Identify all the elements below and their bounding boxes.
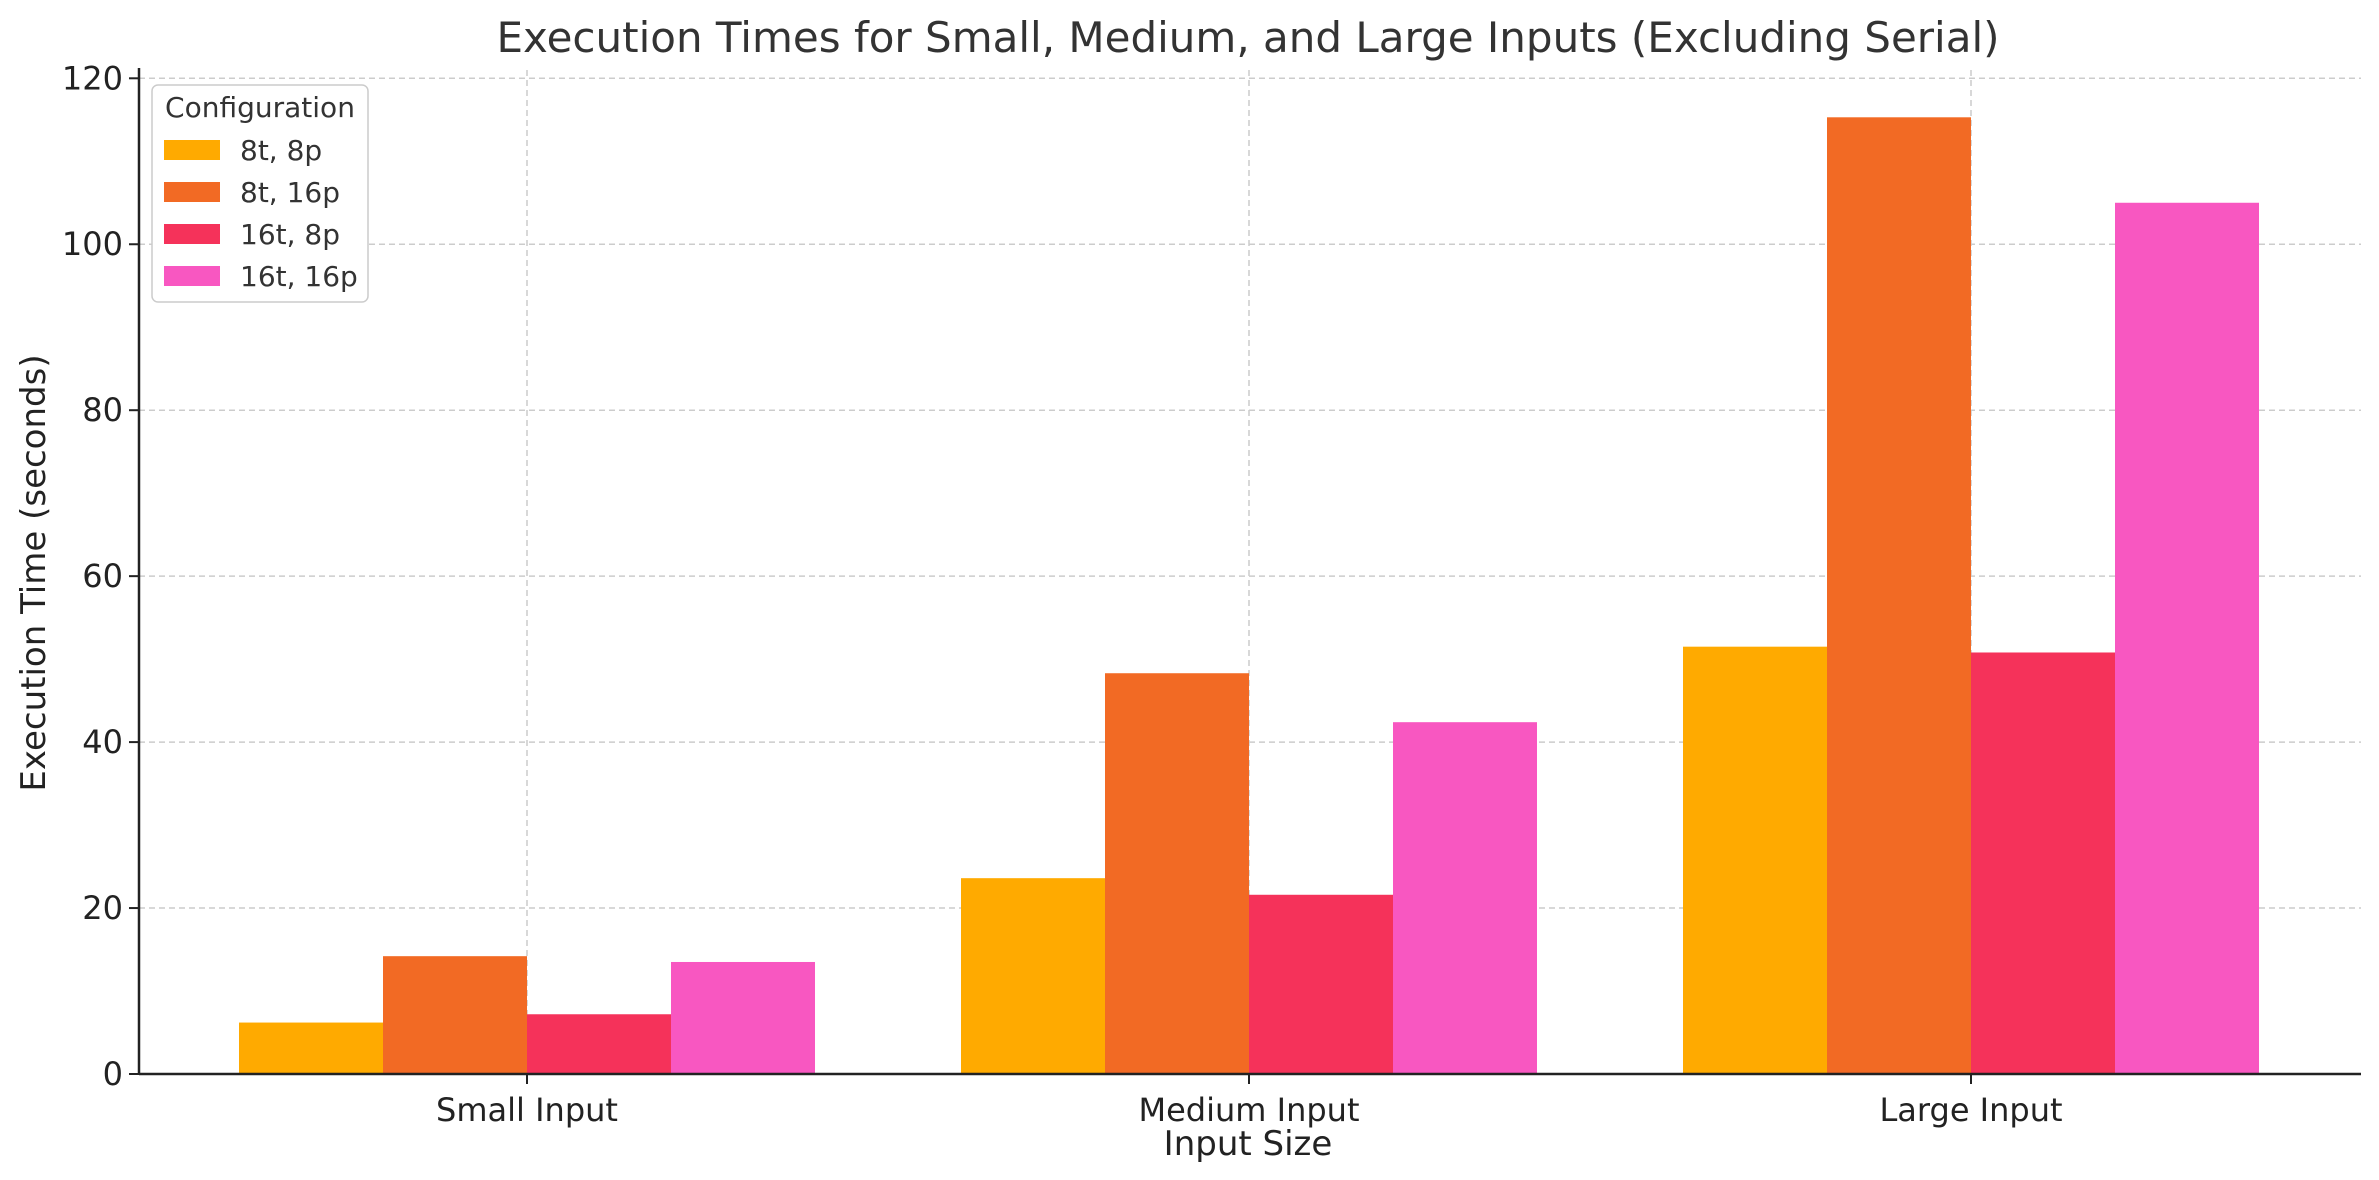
y-tick-labels: 0 20 40 60 80 100 120 bbox=[62, 59, 123, 1093]
bar-8t-8p-medium-input bbox=[961, 878, 1105, 1074]
bar-16t-16p-large-input bbox=[2115, 202, 2259, 1075]
legend-swatch bbox=[164, 266, 220, 286]
y-tick-label: 60 bbox=[82, 557, 123, 595]
legend-swatch bbox=[164, 224, 220, 244]
y-tick-label: 0 bbox=[103, 1055, 123, 1093]
axes bbox=[129, 68, 2361, 1084]
bar-8t-16p-small-input bbox=[383, 956, 527, 1074]
legend-title: Configuration bbox=[165, 91, 355, 124]
bars bbox=[239, 117, 2259, 1075]
y-tick-label: 120 bbox=[62, 59, 123, 97]
y-tick-label: 20 bbox=[82, 889, 123, 927]
y-tick-label: 100 bbox=[62, 225, 123, 263]
bar-8t-16p-large-input bbox=[1827, 117, 1971, 1074]
legend-swatch bbox=[164, 182, 220, 202]
x-axis-label: Input Size bbox=[1164, 1124, 1333, 1164]
x-tick-label: Large Input bbox=[1879, 1091, 2062, 1129]
y-axis-label: Execution Time (seconds) bbox=[14, 354, 54, 791]
bar-16t-8p-small-input bbox=[527, 1014, 671, 1074]
y-tick-label: 80 bbox=[82, 391, 123, 429]
x-tick-labels: Small Input Medium Input Large Input bbox=[436, 1091, 2062, 1129]
x-tick-label: Small Input bbox=[436, 1091, 618, 1129]
legend-entry: 16t, 8p bbox=[240, 218, 340, 251]
x-tick-label: Medium Input bbox=[1139, 1091, 1360, 1129]
legend-entry: 16t, 16p bbox=[240, 260, 358, 293]
bar-8t-8p-small-input bbox=[239, 1022, 383, 1074]
bar-8t-8p-large-input bbox=[1683, 646, 1827, 1074]
legend-box bbox=[151, 84, 369, 303]
y-tick-label: 40 bbox=[82, 723, 123, 761]
gridlines bbox=[139, 70, 2361, 1074]
legend-entry: 8t, 8p bbox=[240, 134, 322, 167]
bar-16t-8p-large-input bbox=[1971, 652, 2115, 1074]
chart-title: Execution Times for Small, Medium, and L… bbox=[496, 13, 1999, 62]
bar-16t-8p-medium-input bbox=[1249, 894, 1393, 1074]
bar-8t-16p-medium-input bbox=[1105, 673, 1249, 1074]
legend-entry: 8t, 16p bbox=[240, 176, 340, 209]
bar-16t-16p-small-input bbox=[671, 961, 815, 1074]
legend: Configuration 8t, 8p 8t, 16p 16t, 8p 16t, 1… bbox=[151, 84, 369, 303]
bar-16t-16p-medium-input bbox=[1393, 722, 1537, 1074]
legend-swatch bbox=[164, 140, 220, 160]
legend-items: 8t, 8p 8t, 16p 16t, 8p 16t, 16p bbox=[164, 134, 358, 293]
